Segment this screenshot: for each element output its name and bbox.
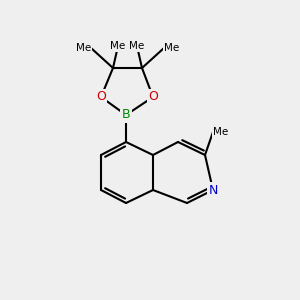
Text: Me: Me: [110, 41, 126, 51]
Text: O: O: [96, 91, 106, 103]
Text: O: O: [148, 91, 158, 103]
Text: N: N: [208, 184, 218, 196]
Text: Me: Me: [76, 43, 91, 53]
Text: Me: Me: [129, 41, 145, 51]
Text: Me: Me: [213, 127, 228, 137]
Text: B: B: [122, 109, 130, 122]
Text: Me: Me: [164, 43, 179, 53]
